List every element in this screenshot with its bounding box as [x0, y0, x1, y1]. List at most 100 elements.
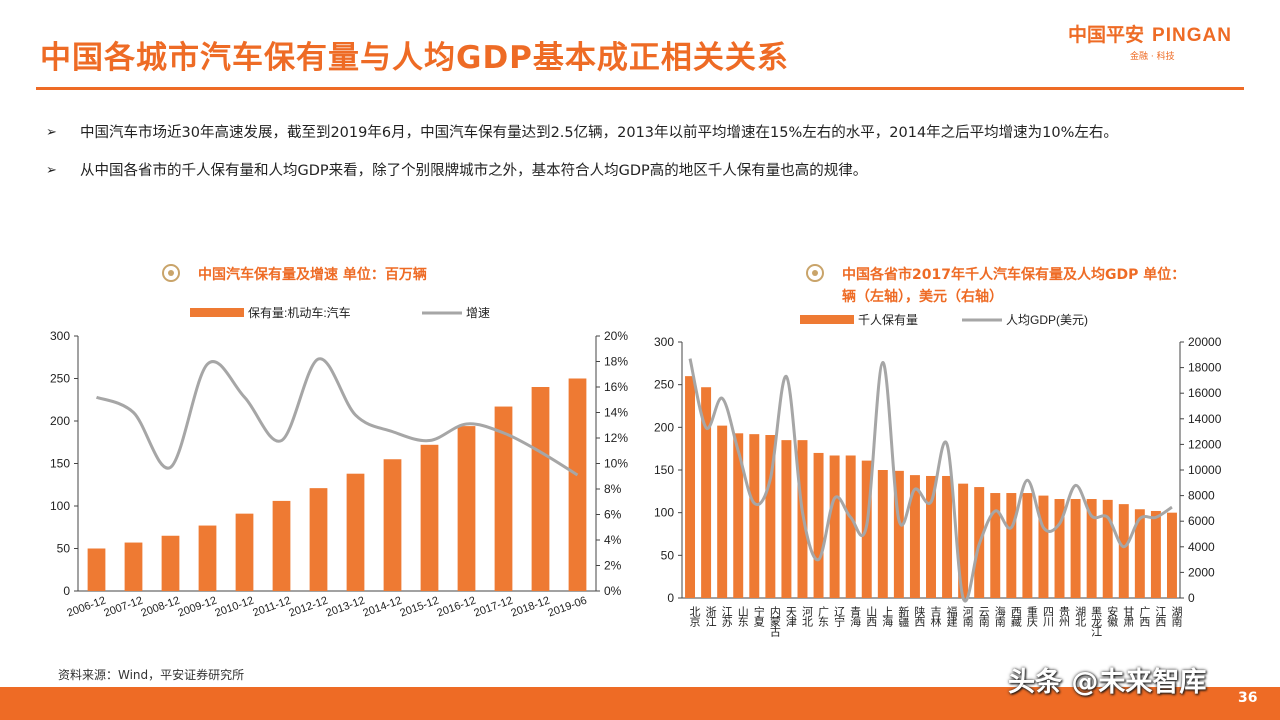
y-tick-label-left: 100: [50, 499, 70, 513]
bar: [1134, 509, 1145, 598]
x-tick-label: 海南: [993, 605, 1006, 627]
legend-label: 增速: [466, 306, 490, 320]
x-tick-label: 2009-12: [176, 595, 218, 620]
y-tick-label-left: 50: [57, 542, 71, 556]
x-tick-label: 陕西: [913, 605, 926, 627]
title-divider: [36, 87, 1244, 90]
province-ownership-gdp-chart: 千人保有量 人均GDP(美元) 0 50 100 150 200 250 300 0 2000 400…: [654, 313, 1222, 637]
y-tick-label-right: 14000: [1188, 412, 1222, 426]
bar: [717, 425, 728, 598]
bar: [494, 406, 513, 591]
x-tick-label: 2014-12: [361, 595, 403, 620]
x-tick-label: 2019-06: [546, 595, 588, 620]
y-tick-label-right: 18%: [604, 355, 628, 369]
x-tick-label: 江西: [1154, 606, 1167, 627]
bar: [1054, 499, 1065, 598]
x-tick-label: 重庆: [1025, 605, 1038, 628]
logo-tagline: 金融 · 科技: [1130, 52, 1175, 62]
y-tick-label-left: 300: [50, 329, 70, 343]
bar: [749, 434, 760, 598]
x-tick-label: 山东: [736, 606, 749, 627]
pingan-logo: 中国平安 PINGAN 金融 · 科技: [1068, 20, 1232, 62]
x-tick-label: 四川: [1041, 606, 1054, 627]
arrow-bullet-icon: ➢: [46, 163, 57, 178]
x-tick-label: 2016-12: [435, 595, 477, 620]
bar: [990, 493, 1001, 598]
y-tick-label-right: 8000: [1188, 489, 1215, 503]
y-tick-label-right: 6%: [604, 508, 622, 522]
watermark: 头条 @未来智库: [1008, 667, 1207, 698]
bar: [765, 435, 776, 598]
y-tick-label-right: 14%: [604, 406, 628, 420]
chart1-heading: 中国汽车保有量及增速 单位：百万辆: [162, 264, 538, 286]
bullet-text: 从中国各省市的千人保有量和人均GDP来看，除了个别限牌城市之外，基本符合人均GD…: [80, 163, 868, 179]
bar: [531, 387, 550, 591]
page-number: 36: [1238, 690, 1258, 706]
series-line: [688, 358, 1173, 603]
x-tick-label: 吉林: [929, 606, 942, 627]
legend-label: 人均GDP(美元): [1006, 313, 1088, 327]
y-tick-label-right: 18000: [1188, 361, 1222, 375]
page-title: 中国各城市汽车保有量与人均GDP基本成正相关关系: [40, 40, 789, 76]
y-tick-label-right: 4000: [1188, 540, 1215, 554]
x-tick-label: 2008-12: [139, 595, 181, 620]
bullet-item: ➢ 从中国各省市的千人保有量和人均GDP来看，除了个别限牌城市之外，基本符合人均…: [46, 156, 1236, 186]
y-tick-label-right: 16000: [1188, 386, 1222, 400]
x-tick-label: 湖南: [1170, 606, 1183, 627]
x-tick-label: 2007-12: [102, 595, 144, 620]
bar: [383, 459, 402, 591]
x-tick-label: 西藏: [1009, 606, 1022, 628]
x-tick-label: 甘肃: [1122, 606, 1135, 628]
bar: [161, 535, 180, 591]
x-tick-label: 湖北: [1074, 606, 1087, 627]
y-tick-label-left: 0: [667, 591, 674, 605]
x-tick-label: 江苏: [720, 606, 733, 628]
x-tick-label: 新疆: [897, 605, 910, 627]
y-tick-label-right: 0%: [604, 584, 622, 598]
x-tick-label: 安徽: [1106, 605, 1119, 628]
bar: [733, 433, 744, 598]
bar: [1150, 510, 1161, 598]
bar: [124, 542, 143, 591]
y-tick-label-right: 8%: [604, 482, 622, 496]
y-tick-label-left: 100: [654, 506, 674, 520]
y-tick-label-left: 150: [50, 457, 70, 471]
y-tick-label-left: 200: [50, 414, 70, 428]
vehicle-ownership-chart: 保有量:机动车:汽车 增速 0 50 100 150 200 250 300 0% 2% 4% 6% 8%…: [50, 305, 628, 620]
x-tick-label: 辽宁: [833, 606, 846, 627]
x-tick-label: 云南: [977, 606, 990, 627]
footer-bar: [0, 687, 1280, 720]
x-tick-label: 2017-12: [472, 595, 514, 620]
bar: [1070, 499, 1081, 598]
x-tick-label: 北京: [688, 606, 701, 628]
bullet-list: ➢ 中国汽车市场近30年高速发展，截至到2019年6月，中国汽车保有量达到2.5…: [46, 118, 1236, 194]
x-tick-label: 2010-12: [213, 595, 255, 620]
y-tick-label-right: 10000: [1188, 463, 1222, 477]
x-tick-label: 内蒙古: [768, 605, 781, 637]
x-tick-label: 上海: [881, 606, 894, 628]
x-tick-label: 浙江: [704, 606, 717, 627]
x-tick-label: 2012-12: [287, 595, 329, 620]
x-tick-label: 广东: [817, 606, 830, 627]
y-tick-label-left: 200: [654, 420, 674, 434]
bar: [1006, 493, 1017, 598]
bar: [701, 387, 712, 598]
bar: [420, 444, 439, 591]
bar: [877, 470, 888, 598]
bar: [1166, 512, 1177, 598]
series-line: [95, 357, 579, 477]
bar: [346, 473, 365, 591]
y-tick-label-left: 250: [50, 372, 70, 386]
x-tick-label: 青海: [849, 606, 862, 628]
y-tick-label-right: 2000: [1188, 565, 1215, 579]
y-tick-label-left: 250: [654, 378, 674, 392]
y-tick-label-left: 150: [654, 463, 674, 477]
y-tick-label-right: 16%: [604, 380, 628, 394]
bar: [235, 513, 254, 591]
x-tick-label: 河北: [800, 606, 813, 627]
bar: [272, 500, 291, 591]
bar: [1118, 504, 1129, 598]
logo-en-text: PINGAN: [1152, 25, 1232, 46]
logo-cn-text: 中国平安: [1068, 24, 1145, 46]
y-tick-label-right: 6000: [1188, 514, 1215, 528]
